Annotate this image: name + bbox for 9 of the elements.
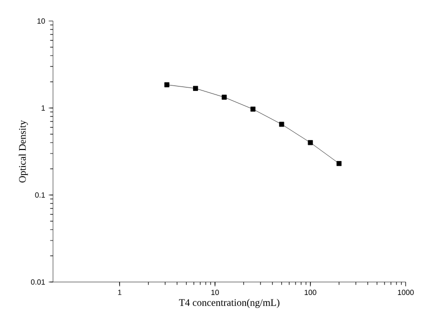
y-axis-title: Optical Density — [18, 120, 28, 182]
point — [336, 161, 342, 166]
point — [164, 82, 170, 88]
point — [222, 94, 227, 100]
point — [250, 106, 256, 112]
point — [279, 122, 284, 127]
x-axis-title: T4 concentration(ng/mL) — [179, 298, 280, 308]
point — [308, 140, 313, 146]
point — [193, 86, 198, 91]
